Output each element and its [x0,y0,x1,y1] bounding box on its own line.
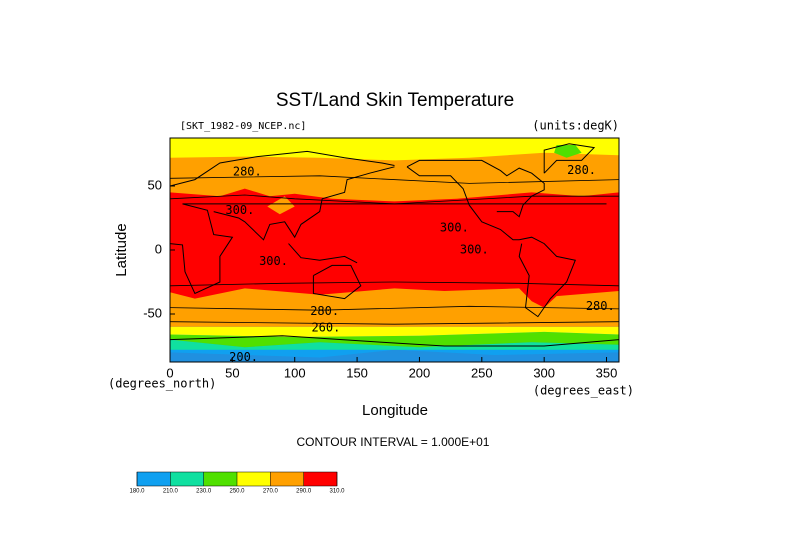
colorbar-label: 310.0 [329,489,345,495]
colorbar-label: 250.0 [229,489,245,495]
x-tick-label: 50 [225,365,239,380]
chart-title: SST/Land Skin Temperature [276,90,514,111]
x-tick-label: 350 [596,365,618,380]
contour-label: 300. [225,203,254,217]
band [170,188,619,308]
colorbar-label: 270.0 [263,489,279,495]
colorbar-label: 290.0 [296,489,312,495]
colorbar-swatch [137,472,171,486]
band [170,339,619,350]
y-axis-unit: (degrees_north) [108,377,216,391]
contour-label: 280. [567,163,596,177]
coastline [170,335,619,347]
colorbar-label: 180.0 [129,489,145,495]
band [170,138,619,161]
colorbar-swatch [237,472,271,486]
contour-line [170,281,619,287]
contour-label: 280. [586,299,615,313]
contour-line [170,194,619,205]
coastline [288,243,358,264]
x-tick-label: 250 [471,365,493,380]
band [170,331,619,348]
contour-note: CONTOUR INTERVAL = 1.000E+01 [297,435,490,449]
contour-line [170,321,619,325]
x-tick-label: 0 [166,365,173,380]
coastline [406,166,576,318]
x-axis-unit: (degrees_east) [533,384,634,398]
band [170,326,619,337]
coastline [312,264,362,300]
contour-line [170,175,619,184]
coastline [406,159,545,218]
band [170,349,619,362]
contour-label: 260. [311,321,340,335]
colorbar-swatch [170,472,204,486]
contour-label: 200. [229,350,258,364]
x-tick-label: 100 [284,365,306,380]
contour-label: 280. [233,164,262,178]
colorbar-swatch [270,472,304,486]
coastline [213,166,395,241]
y-tick-label: 0 [155,241,162,256]
x-axis-label: Longitude [362,402,428,419]
contour-label: 280. [310,304,339,318]
y-tick-label: -50 [143,305,162,320]
coastline [543,143,596,174]
contour-line [170,305,619,311]
colorbar-swatch [203,472,237,486]
x-tick-label: 150 [346,365,368,380]
coastline [170,203,607,295]
y-axis-label: Latitude [113,223,130,276]
subtitle-right: (units:degK) [532,119,619,133]
x-tick-label: 300 [533,365,555,380]
contour-label: 300. [440,221,469,235]
contour-label: 300. [259,254,288,268]
subtitle-left: [SKT_1982-09_NCEP.nc] [180,121,306,132]
band [554,145,582,158]
band [267,196,295,215]
colorbar-label: 230.0 [196,489,212,495]
x-tick-label: 200 [409,365,431,380]
map [169,137,620,363]
contour-label: 300. [460,243,489,257]
coastline [170,150,395,187]
colorbar-swatch [303,472,337,486]
y-tick-label: 50 [148,177,162,192]
map-fill [170,138,619,362]
colorbar-label: 210.0 [163,489,179,495]
